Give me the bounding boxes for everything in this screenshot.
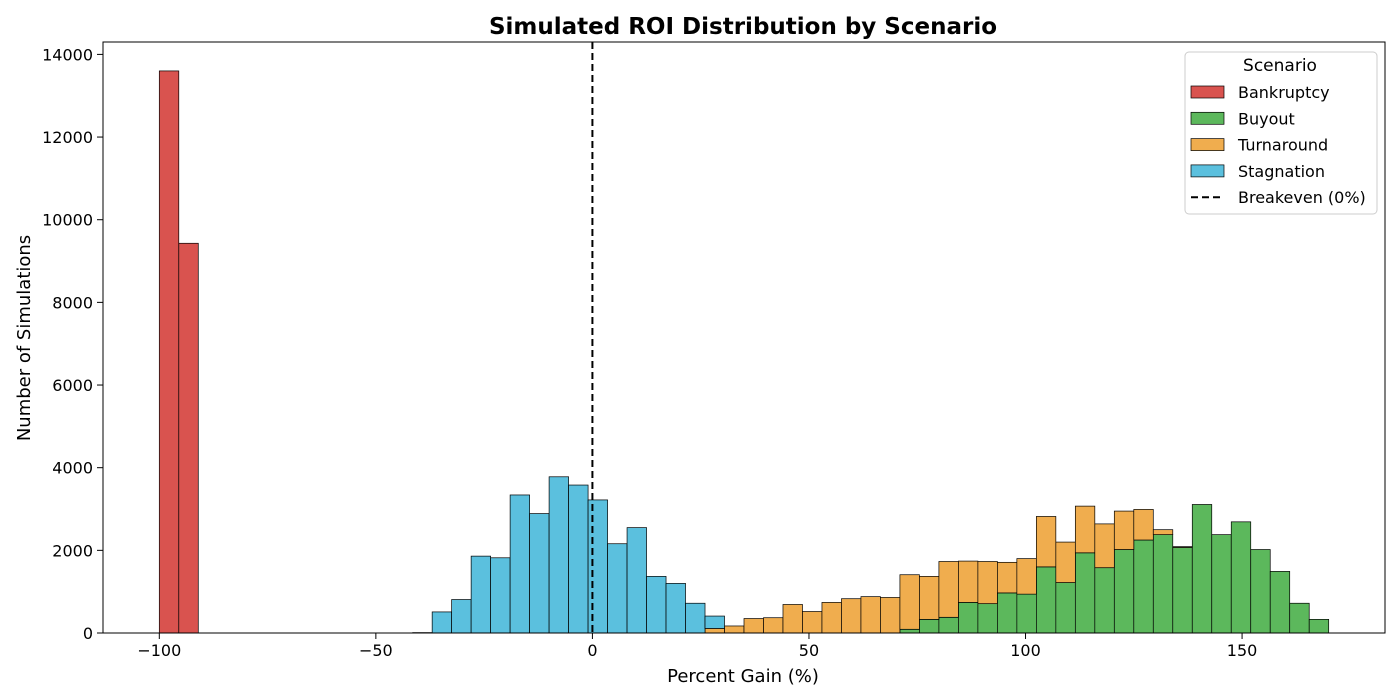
bar-turnaround-31 [763, 617, 784, 634]
y-axis: 0 2000 4000 6000 8000 10000 12000 14000 [42, 45, 103, 643]
bar-turnaround-40 [938, 561, 959, 618]
bar-buyout-48 [1094, 567, 1115, 634]
bar-turnaround-46 [1055, 541, 1076, 583]
bar-turnaround-51 [1152, 529, 1174, 535]
bar-turnaround-38 [899, 574, 920, 630]
x-tick-label: −100 [137, 641, 181, 660]
bar-stagnation-19 [529, 513, 550, 634]
bar-turnaround-29 [724, 625, 745, 634]
bar-turnaround-39 [919, 576, 940, 620]
bar-stagnation-22 [587, 499, 608, 634]
bar-buyout-57 [1269, 571, 1291, 634]
bar-stagnation-26 [665, 583, 686, 634]
x-tick-label: 100 [1010, 641, 1041, 660]
bar-turnaround-28 [704, 628, 725, 634]
legend-label: Breakeven (0%) [1238, 188, 1366, 207]
bar-turnaround-48 [1094, 523, 1115, 569]
bar-buyout-53 [1191, 504, 1213, 634]
bar-stagnation-20 [548, 476, 569, 634]
bar-turnaround-33 [802, 611, 823, 634]
legend: Scenario Bankruptcy Buyout Turnaround Stagna… [1184, 51, 1378, 215]
legend-label: Bankruptcy [1238, 83, 1330, 102]
legend-swatch [1190, 85, 1225, 99]
y-tick-label: 0 [83, 624, 93, 643]
bar-buyout-50 [1133, 539, 1154, 634]
bar-stagnation-25 [646, 576, 667, 634]
legend-title: Scenario [1243, 56, 1317, 76]
y-tick-label: 12000 [42, 128, 93, 147]
bar-buyout-59 [1308, 619, 1330, 634]
legend-label: Stagnation [1238, 162, 1325, 181]
x-tick-label: 150 [1227, 641, 1258, 660]
bar-stagnation-16 [470, 555, 491, 634]
histogram-bars [158, 70, 1330, 634]
x-axis-label: Percent Gain (%) [667, 666, 819, 687]
bar-stagnation-28 [704, 615, 725, 629]
x-axis: −100 −50 0 50 100 150 [137, 633, 1257, 660]
y-tick-label: 10000 [42, 211, 93, 230]
y-tick-label: 2000 [52, 541, 93, 560]
legend-swatch [1190, 111, 1225, 125]
y-tick-label: 14000 [42, 45, 93, 64]
bar-stagnation-27 [685, 602, 706, 634]
bar-buyout-47 [1074, 552, 1096, 634]
bar-buyout-41 [958, 602, 979, 634]
bar-turnaround-34 [821, 602, 842, 634]
bar-buyout-39 [919, 619, 940, 634]
x-tick-label: 50 [799, 641, 819, 660]
bar-buyout-40 [938, 616, 959, 634]
bar-turnaround-50 [1133, 509, 1154, 541]
bar-turnaround-32 [782, 604, 803, 634]
y-tick-label: 8000 [52, 293, 93, 312]
y-axis-label: Number of Simulations [14, 235, 35, 441]
bar-turnaround-42 [977, 561, 998, 605]
bar-turnaround-47 [1074, 505, 1096, 554]
bar-stagnation-18 [509, 494, 530, 634]
bar-stagnation-17 [490, 557, 511, 634]
x-tick-label: −50 [359, 641, 393, 660]
bar-buyout-52 [1172, 547, 1193, 634]
bar-bankruptcy-1 [178, 242, 199, 634]
bar-turnaround-36 [860, 596, 881, 634]
bar-buyout-56 [1250, 549, 1271, 634]
bar-turnaround-44 [1016, 558, 1037, 595]
bar-turnaround-45 [1035, 516, 1057, 568]
bar-turnaround-35 [841, 598, 862, 634]
bar-buyout-45 [1035, 566, 1057, 634]
bar-turnaround-37 [880, 597, 901, 634]
y-tick-label: 4000 [52, 459, 93, 478]
bar-buyout-54 [1211, 534, 1232, 634]
bar-turnaround-52 [1172, 546, 1193, 548]
bar-turnaround-43 [997, 561, 1018, 594]
bar-buyout-58 [1289, 602, 1310, 634]
bar-buyout-46 [1055, 582, 1076, 634]
legend-frame [1184, 51, 1378, 215]
legend-swatch [1190, 164, 1225, 178]
legend-label: Buyout [1238, 109, 1295, 128]
bar-buyout-49 [1113, 549, 1135, 634]
bar-stagnation-15 [451, 599, 472, 634]
bar-turnaround-30 [743, 618, 764, 634]
bar-stagnation-14 [431, 611, 453, 634]
legend-swatch [1190, 138, 1225, 151]
plot-frame [102, 41, 1386, 634]
bar-buyout-38 [899, 628, 920, 634]
bar-turnaround-41 [958, 560, 979, 603]
y-tick-label: 6000 [52, 376, 93, 395]
bar-bankruptcy-0 [158, 70, 180, 634]
bar-buyout-55 [1230, 521, 1252, 634]
legend-label: Turnaround [1237, 136, 1328, 155]
bar-buyout-44 [1016, 593, 1037, 634]
bar-buyout-51 [1152, 534, 1174, 634]
x-tick-label: 0 [587, 641, 597, 660]
bar-turnaround-49 [1113, 510, 1135, 550]
bar-buyout-42 [977, 603, 998, 634]
bar-stagnation-21 [568, 484, 589, 634]
bar-stagnation-24 [626, 527, 647, 634]
chart-title: Simulated ROI Distribution by Scenario [489, 14, 997, 40]
bar-stagnation-23 [607, 543, 628, 634]
bar-buyout-43 [997, 592, 1018, 634]
